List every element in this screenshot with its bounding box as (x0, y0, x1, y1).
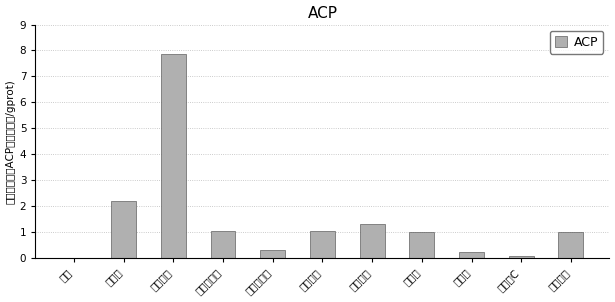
Bar (509, 256, 534, 258)
Bar (410, 232, 434, 258)
Bar (558, 232, 584, 258)
Y-axis label: 酸性磷酸酶（ACP，金氏单位/gprot): 酸性磷酸酶（ACP，金氏单位/gprot) (6, 79, 15, 204)
Legend: ACP: ACP (550, 31, 603, 54)
Bar (111, 201, 136, 258)
Bar (459, 252, 484, 258)
Bar (161, 54, 186, 258)
Bar (210, 231, 236, 258)
Bar (360, 224, 384, 258)
Title: ACP: ACP (308, 5, 338, 21)
Bar (310, 231, 335, 258)
Bar (260, 250, 285, 258)
